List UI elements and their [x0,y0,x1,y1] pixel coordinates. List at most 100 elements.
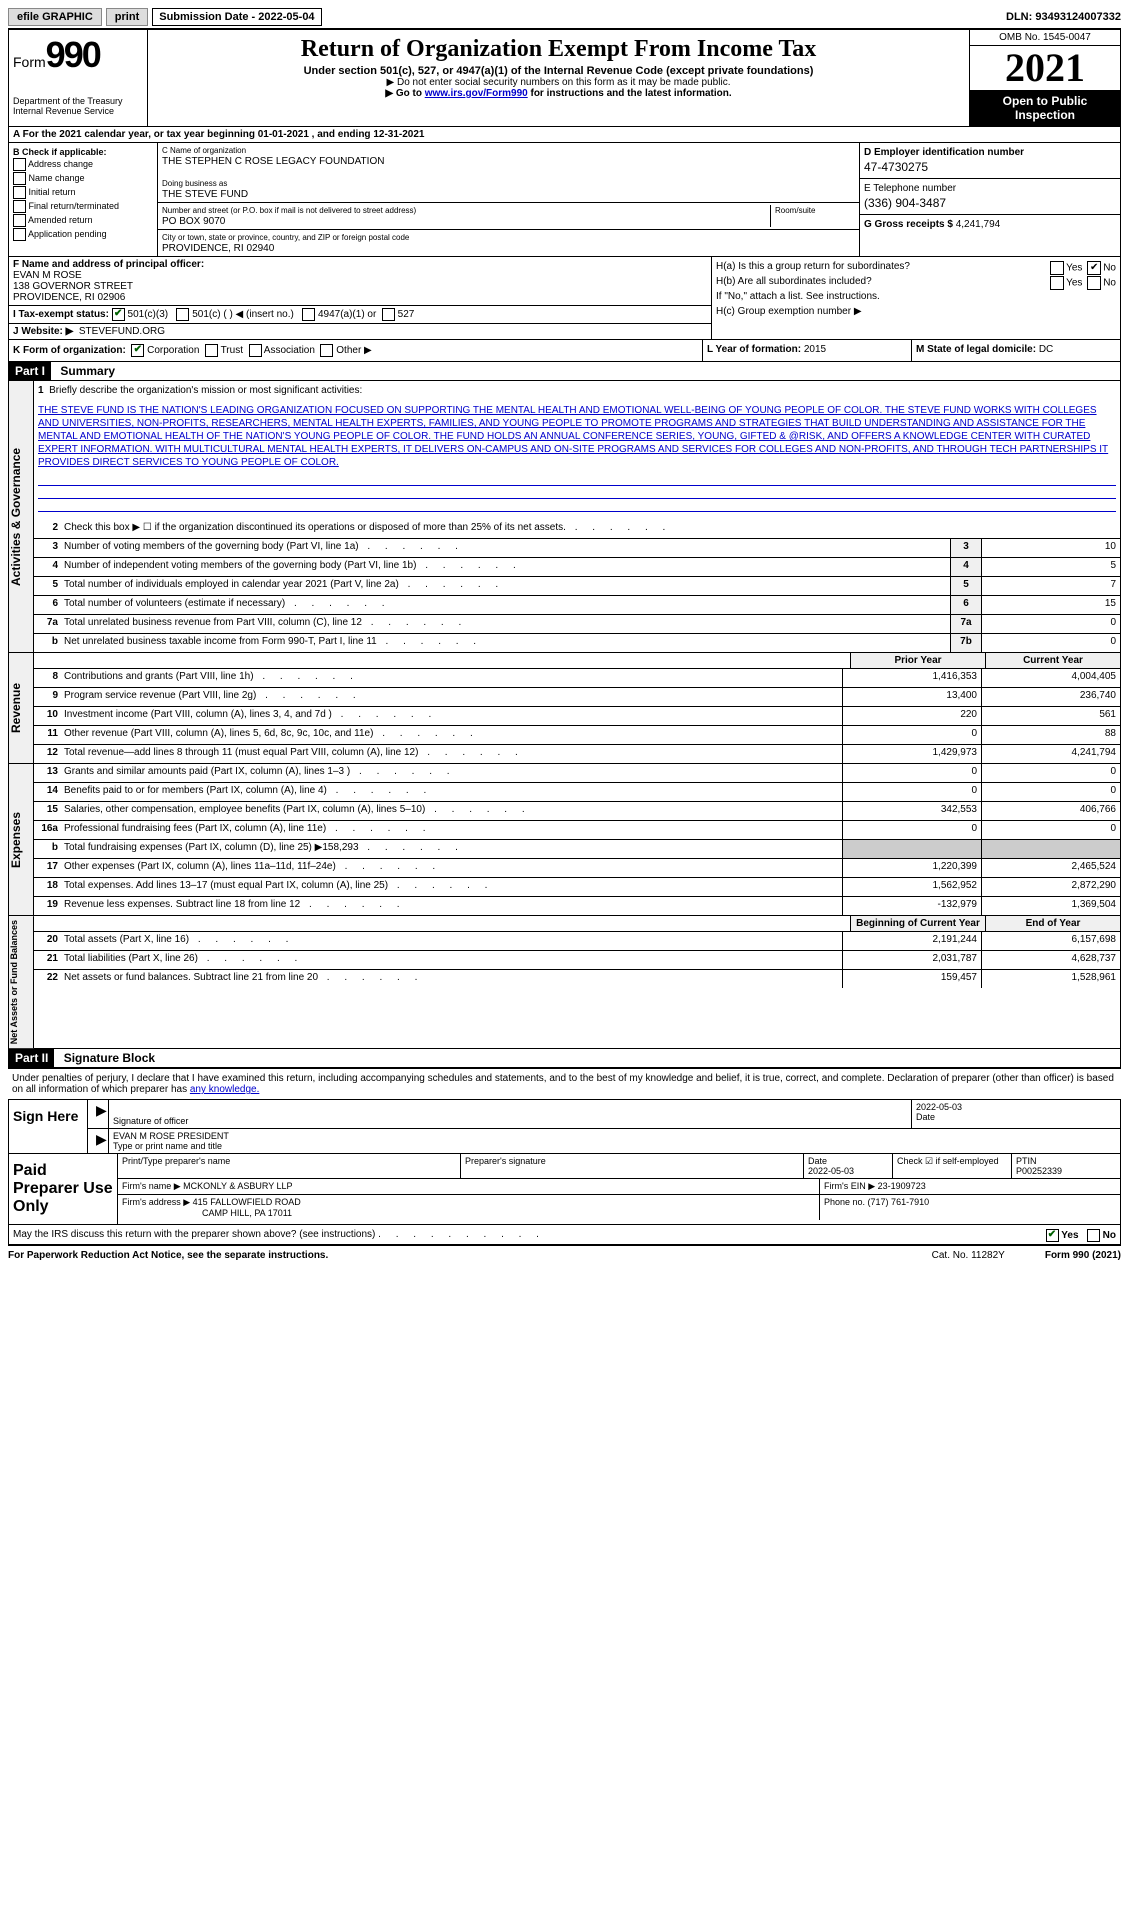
side-label-rev: Revenue [9,653,34,763]
table-row: 16a Professional fundraising fees (Part … [34,821,1120,840]
line-num: 12 [34,745,60,763]
table-row: 21 Total liabilities (Part X, line 26) .… [34,951,1120,970]
dept-label: Department of the Treasury Internal Reve… [13,96,143,116]
table-row: b Total fundraising expenses (Part IX, c… [34,840,1120,859]
cb-501c[interactable] [176,308,189,321]
line-desc: Total number of volunteers (estimate if … [60,596,950,614]
irs-link[interactable]: www.irs.gov/Form990 [425,88,528,99]
line-num: 7a [34,615,60,633]
ha-no[interactable]: ✔ [1087,261,1101,275]
form-id-block: Form990 Department of the Treasury Inter… [9,30,148,126]
domicile-value: DC [1039,344,1053,355]
gross-value: 4,241,794 [956,219,1001,230]
sig-officer-label: Signature of officer [109,1100,912,1128]
form-header: Form990 Department of the Treasury Inter… [8,30,1121,127]
cb-other[interactable] [320,344,333,357]
submission-date-label: Submission Date - [159,11,258,23]
print-button[interactable]: print [106,8,148,26]
ha-yes[interactable] [1050,261,1064,275]
table-row: 11 Other revenue (Part VIII, column (A),… [34,726,1120,745]
line-desc: Other expenses (Part IX, column (A), lin… [60,859,842,877]
cb-initial-return[interactable] [13,186,26,199]
table-row: 4 Number of independent voting members o… [34,558,1120,577]
col-prior: Prior Year [850,653,985,668]
efile-label: efile GRAPHIC [8,8,102,26]
line-num: 8 [34,669,60,687]
current-value: 0 [981,783,1120,801]
line-value: 0 [981,615,1120,633]
revenue-section: Revenue Prior Year Current Year 8 Contri… [8,653,1121,764]
table-row: 18 Total expenses. Add lines 13–17 (must… [34,878,1120,897]
tax-year-text: A For the 2021 calendar year, or tax yea… [13,129,424,140]
knowledge-link[interactable]: any knowledge. [190,1084,260,1095]
officer-addr: 138 GOVERNOR STREET [13,281,133,292]
mission-line [38,486,1116,499]
hb-note: If "No," attach a list. See instructions… [716,291,1116,302]
line-desc: Revenue less expenses. Subtract line 18 … [60,897,842,915]
line-num: b [34,840,60,858]
line-num: 19 [34,897,60,915]
cb-corp[interactable] [131,344,144,357]
cb-amended[interactable] [13,214,26,227]
table-row: 6 Total number of volunteers (estimate i… [34,596,1120,615]
line-desc: Benefits paid to or for members (Part IX… [60,783,842,801]
table-row: 22 Net assets or fund balances. Subtract… [34,970,1120,988]
discuss-yes[interactable] [1046,1229,1059,1242]
current-value: 1,528,961 [981,970,1120,988]
form-ref: Form 990 (2021) [1045,1250,1121,1261]
website-value: STEVEFUND.ORG [79,326,165,337]
line-num: 16a [34,821,60,839]
note2-pre: ▶ Go to [385,88,424,99]
line-num: 20 [34,932,60,950]
cb-final-return[interactable] [13,200,26,213]
sig-intro-text: Under penalties of perjury, I declare th… [12,1073,1114,1095]
line-num: 9 [34,688,60,706]
line-box: 7b [950,634,981,652]
line-box: 3 [950,539,981,557]
cb-label-1: Name change [29,173,85,183]
discuss-no-label: No [1103,1230,1116,1241]
firm-ein-label: Firm's EIN ▶ [824,1181,875,1191]
line-desc: Total assets (Part X, line 16) . . . . .… [60,932,842,950]
line-desc: Total unrelated business revenue from Pa… [60,615,950,633]
part2-title: Signature Block [58,1049,161,1067]
cb-527[interactable] [382,308,395,321]
cb-trust[interactable] [205,344,218,357]
line-desc: Total fundraising expenses (Part IX, col… [60,840,842,858]
line-desc: Grants and similar amounts paid (Part IX… [60,764,842,782]
line-desc: Number of voting members of the governin… [60,539,950,557]
paid-preparer-block: Paid Preparer Use Only Print/Type prepar… [8,1154,1121,1225]
line-num: 10 [34,707,60,725]
current-value: 406,766 [981,802,1120,820]
cb-address-change[interactable] [13,158,26,171]
mission-num: 1 [38,385,44,396]
no-label: No [1103,263,1116,274]
arrow-icon: ▶ [92,1102,111,1118]
ptin-label: PTIN [1016,1156,1116,1166]
line-desc: Total liabilities (Part X, line 26) . . … [60,951,842,969]
cb-label-5: Application pending [28,229,107,239]
prep-date-value: 2022-05-03 [808,1166,888,1176]
current-value: 2,872,290 [981,878,1120,896]
cb-501c3[interactable] [112,308,125,321]
hb-yes[interactable] [1050,276,1064,290]
cb-assoc[interactable] [249,344,262,357]
tax-year-row: A For the 2021 calendar year, or tax yea… [8,127,1121,143]
cb-4947[interactable] [302,308,315,321]
arrow-icon: ▶ [92,1131,111,1147]
line-desc: Net assets or fund balances. Subtract li… [60,970,842,988]
cb-name-change[interactable] [13,172,26,185]
discuss-no[interactable] [1087,1229,1100,1242]
domicile-label: M State of legal domicile: [916,344,1039,355]
yes-label-2: Yes [1066,278,1082,289]
org-name: THE STEPHEN C ROSE LEGACY FOUNDATION [162,156,384,167]
ein-block: D Employer identification number 47-4730… [859,143,1120,256]
cb-application[interactable] [13,228,26,241]
net-assets-section: Net Assets or Fund Balances Beginning of… [8,916,1121,1049]
hb-no[interactable] [1087,276,1101,290]
form-org-row: K Form of organization: Corporation Trus… [8,340,1121,362]
paid-preparer-label: Paid Preparer Use Only [9,1154,118,1224]
city-label: City or town, state or province, country… [162,233,409,242]
dln: DLN: 93493124007332 [1006,11,1121,23]
table-row: 19 Revenue less expenses. Subtract line … [34,897,1120,915]
